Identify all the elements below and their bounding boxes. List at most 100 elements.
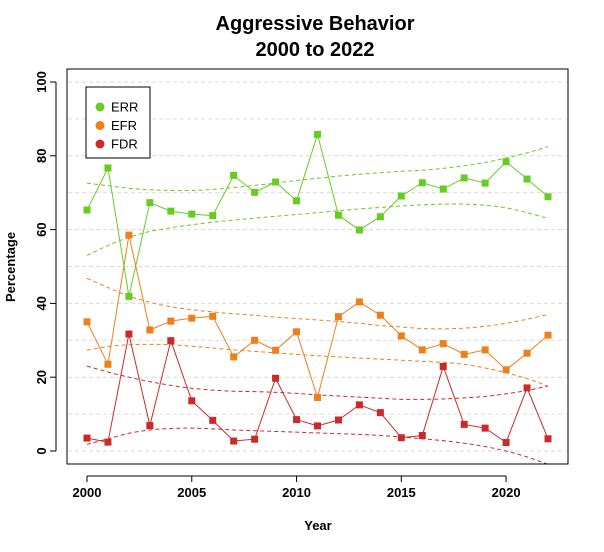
fdr-point — [209, 416, 217, 424]
efr-point — [314, 393, 321, 401]
fdr-point — [314, 422, 321, 430]
efr-point — [502, 366, 510, 374]
err-point — [334, 211, 342, 219]
fdr-legend-label: FDR — [111, 137, 138, 152]
efr-point — [355, 298, 363, 306]
efr-legend-marker — [95, 121, 105, 130]
efr-point — [376, 311, 384, 319]
efr-point — [104, 360, 112, 368]
legend: ERR EFR FDR — [85, 86, 151, 159]
err-point — [502, 158, 510, 166]
err-point — [544, 193, 552, 201]
err-point — [209, 212, 217, 220]
y-tick-label: 40 — [34, 296, 49, 310]
y-tick-label: 20 — [34, 370, 49, 384]
efr-point — [481, 346, 489, 354]
y-tick-label: 80 — [34, 149, 49, 163]
err-point — [481, 179, 489, 187]
x-tick-label: 2010 — [282, 485, 311, 500]
fdr-point — [523, 384, 531, 392]
err-legend-marker — [95, 102, 105, 112]
y-tick-label: 60 — [34, 222, 49, 236]
fdr-point — [125, 330, 133, 338]
err-point — [188, 210, 196, 218]
efr-legend-label: EFR — [111, 118, 137, 133]
err-point — [460, 174, 468, 182]
efr-point — [418, 346, 426, 354]
efr-point — [544, 331, 552, 339]
chart-title-line-1: Aggressive Behavior — [216, 13, 415, 35]
chart-title-line-2: 2000 to 2022 — [256, 39, 375, 61]
fdr-legend-marker — [95, 139, 105, 149]
fdr-point — [376, 409, 384, 417]
fdr-point — [460, 420, 468, 428]
efr-point — [83, 318, 91, 326]
efr-band-lower — [86, 343, 549, 387]
efr-point — [460, 350, 468, 358]
fdr-point — [104, 438, 112, 446]
fdr-point — [167, 337, 175, 345]
err-point — [397, 192, 405, 200]
efr-point — [167, 317, 175, 325]
fdr-point — [355, 401, 363, 409]
err-point — [167, 207, 175, 215]
fdr-point — [230, 437, 238, 445]
err-band-lower — [86, 203, 549, 256]
efr-point — [272, 346, 280, 354]
efr-point — [230, 353, 238, 361]
efr-point — [523, 349, 531, 357]
err-point — [418, 179, 426, 187]
err-point — [314, 130, 321, 138]
err-point — [355, 226, 363, 234]
fdr-point — [418, 432, 426, 440]
fdr-point — [146, 422, 154, 430]
fdr-point — [544, 435, 552, 443]
x-axis-label: Year — [304, 518, 331, 533]
fdr-point — [502, 439, 510, 447]
efr-point — [146, 326, 154, 334]
err-point — [293, 197, 301, 205]
data-points — [83, 130, 552, 447]
efr-point — [209, 312, 217, 320]
fdr-point — [481, 424, 489, 432]
err-point — [83, 206, 91, 214]
fdr-point — [334, 416, 342, 424]
x-tick-label: 2000 — [73, 485, 102, 500]
plot-frame — [66, 68, 569, 465]
confidence-bands — [86, 146, 549, 465]
fdr-point — [251, 435, 259, 443]
efr-band-upper — [86, 277, 549, 330]
y-tick-label: 100 — [34, 71, 49, 93]
fdr-point — [397, 434, 405, 442]
fdr-point — [272, 374, 280, 382]
y-axis: 0 20 40 60 80 100 — [34, 71, 57, 455]
efr-line — [86, 235, 549, 400]
grid-lines — [68, 81, 567, 452]
y-tick-label: 0 — [34, 447, 49, 454]
err-point — [523, 175, 531, 183]
err-point — [272, 178, 280, 186]
fdr-point — [293, 416, 301, 424]
efr-point — [125, 231, 133, 239]
err-point — [125, 292, 133, 300]
efr-point — [439, 340, 447, 348]
x-tick-label: 2020 — [492, 485, 521, 500]
err-point — [146, 199, 154, 207]
fdr-point — [439, 362, 447, 370]
fdr-band-lower — [86, 427, 549, 465]
efr-point — [397, 332, 405, 340]
x-axis: 2000 2005 2010 2015 2020 — [73, 475, 521, 500]
fdr-point — [188, 397, 196, 405]
err-line — [86, 132, 549, 297]
efr-point — [293, 328, 301, 336]
err-band-upper — [86, 146, 549, 192]
err-legend-label: ERR — [111, 100, 138, 115]
efr-point — [334, 313, 342, 321]
efr-point — [251, 336, 259, 344]
x-tick-label: 2005 — [177, 485, 206, 500]
err-point — [439, 185, 447, 193]
err-point — [104, 164, 112, 172]
x-tick-label: 2015 — [387, 485, 416, 500]
err-point — [251, 188, 259, 196]
